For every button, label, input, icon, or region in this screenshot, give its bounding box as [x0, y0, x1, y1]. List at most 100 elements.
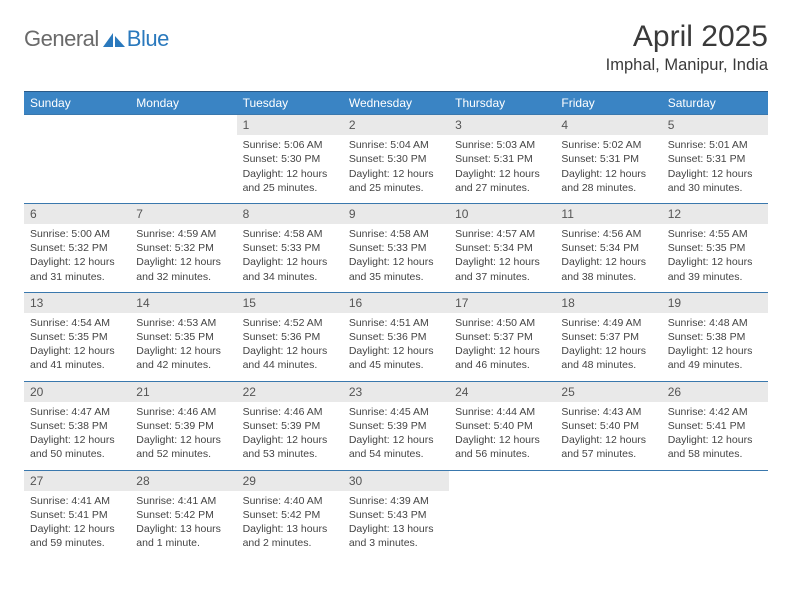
- day-cell: [24, 115, 130, 204]
- day-cell: 14Sunrise: 4:53 AMSunset: 5:35 PMDayligh…: [130, 292, 236, 381]
- week-row: 6Sunrise: 5:00 AMSunset: 5:32 PMDaylight…: [24, 203, 768, 292]
- week-row: 1Sunrise: 5:06 AMSunset: 5:30 PMDaylight…: [24, 115, 768, 204]
- day-cell: 16Sunrise: 4:51 AMSunset: 5:36 PMDayligh…: [343, 292, 449, 381]
- day-cell: 12Sunrise: 4:55 AMSunset: 5:35 PMDayligh…: [662, 203, 768, 292]
- daylight-line: Daylight: 12 hours and 31 minutes.: [30, 255, 124, 283]
- day-cell: 28Sunrise: 4:41 AMSunset: 5:42 PMDayligh…: [130, 470, 236, 558]
- sunset-line: Sunset: 5:34 PM: [561, 241, 655, 255]
- day-cell: 25Sunrise: 4:43 AMSunset: 5:40 PMDayligh…: [555, 381, 661, 470]
- sunrise-line: Sunrise: 4:46 AM: [136, 405, 230, 419]
- daylight-line: Daylight: 12 hours and 57 minutes.: [561, 433, 655, 461]
- sunrise-line: Sunrise: 4:50 AM: [455, 316, 549, 330]
- day-number: 28: [130, 471, 236, 491]
- day-cell: 15Sunrise: 4:52 AMSunset: 5:36 PMDayligh…: [237, 292, 343, 381]
- daylight-line: Daylight: 12 hours and 25 minutes.: [243, 167, 337, 195]
- sunset-line: Sunset: 5:35 PM: [30, 330, 124, 344]
- daylight-line: Daylight: 13 hours and 3 minutes.: [349, 522, 443, 550]
- daylight-line: Daylight: 12 hours and 52 minutes.: [136, 433, 230, 461]
- sunrise-line: Sunrise: 5:03 AM: [455, 138, 549, 152]
- day-number: 19: [662, 293, 768, 313]
- daylight-line: Daylight: 12 hours and 37 minutes.: [455, 255, 549, 283]
- day-number: 26: [662, 382, 768, 402]
- day-cell: 29Sunrise: 4:40 AMSunset: 5:42 PMDayligh…: [237, 470, 343, 558]
- sunrise-line: Sunrise: 4:54 AM: [30, 316, 124, 330]
- day-number: 6: [24, 204, 130, 224]
- sunrise-line: Sunrise: 4:55 AM: [668, 227, 762, 241]
- day-cell: 20Sunrise: 4:47 AMSunset: 5:38 PMDayligh…: [24, 381, 130, 470]
- daylight-line: Daylight: 12 hours and 45 minutes.: [349, 344, 443, 372]
- sunrise-line: Sunrise: 4:43 AM: [561, 405, 655, 419]
- sunset-line: Sunset: 5:40 PM: [561, 419, 655, 433]
- day-cell: 22Sunrise: 4:46 AMSunset: 5:39 PMDayligh…: [237, 381, 343, 470]
- sunset-line: Sunset: 5:33 PM: [349, 241, 443, 255]
- day-number: 3: [449, 115, 555, 135]
- day-cell: 1Sunrise: 5:06 AMSunset: 5:30 PMDaylight…: [237, 115, 343, 204]
- calendar-table: SundayMondayTuesdayWednesdayThursdayFrid…: [24, 91, 768, 558]
- daylight-line: Daylight: 12 hours and 44 minutes.: [243, 344, 337, 372]
- col-header-wednesday: Wednesday: [343, 92, 449, 115]
- day-number: 1: [237, 115, 343, 135]
- day-cell: 19Sunrise: 4:48 AMSunset: 5:38 PMDayligh…: [662, 292, 768, 381]
- sunset-line: Sunset: 5:32 PM: [30, 241, 124, 255]
- brand-part1: General: [24, 26, 99, 52]
- brand-logo: General Blue: [24, 20, 169, 52]
- sunset-line: Sunset: 5:37 PM: [561, 330, 655, 344]
- day-number: 22: [237, 382, 343, 402]
- sunrise-line: Sunrise: 4:53 AM: [136, 316, 230, 330]
- sunset-line: Sunset: 5:31 PM: [561, 152, 655, 166]
- sunrise-line: Sunrise: 4:47 AM: [30, 405, 124, 419]
- day-number: 27: [24, 471, 130, 491]
- sunrise-line: Sunrise: 4:39 AM: [349, 494, 443, 508]
- daylight-line: Daylight: 12 hours and 38 minutes.: [561, 255, 655, 283]
- day-number: 29: [237, 471, 343, 491]
- daylight-line: Daylight: 12 hours and 53 minutes.: [243, 433, 337, 461]
- daylight-line: Daylight: 12 hours and 27 minutes.: [455, 167, 549, 195]
- daylight-line: Daylight: 12 hours and 54 minutes.: [349, 433, 443, 461]
- day-cell: 30Sunrise: 4:39 AMSunset: 5:43 PMDayligh…: [343, 470, 449, 558]
- sunrise-line: Sunrise: 4:48 AM: [668, 316, 762, 330]
- day-number: 30: [343, 471, 449, 491]
- day-number: 2: [343, 115, 449, 135]
- col-header-thursday: Thursday: [449, 92, 555, 115]
- sunset-line: Sunset: 5:35 PM: [668, 241, 762, 255]
- day-cell: 3 Sunrise: 5:03 AMSunset: 5:31 PMDaylight…: [449, 115, 555, 204]
- daylight-line: Daylight: 12 hours and 50 minutes.: [30, 433, 124, 461]
- daylight-line: Daylight: 12 hours and 35 minutes.: [349, 255, 443, 283]
- sunrise-line: Sunrise: 5:04 AM: [349, 138, 443, 152]
- day-number: 17: [449, 293, 555, 313]
- col-header-saturday: Saturday: [662, 92, 768, 115]
- daylight-line: Daylight: 12 hours and 25 minutes.: [349, 167, 443, 195]
- day-cell: [555, 470, 661, 558]
- sunset-line: Sunset: 5:42 PM: [243, 508, 337, 522]
- day-number: 20: [24, 382, 130, 402]
- day-cell: 9Sunrise: 4:58 AMSunset: 5:33 PMDaylight…: [343, 203, 449, 292]
- sunrise-line: Sunrise: 4:58 AM: [243, 227, 337, 241]
- day-number: 4: [555, 115, 661, 135]
- day-cell: 11Sunrise: 4:56 AMSunset: 5:34 PMDayligh…: [555, 203, 661, 292]
- day-number: 9: [343, 204, 449, 224]
- day-cell: 13Sunrise: 4:54 AMSunset: 5:35 PMDayligh…: [24, 292, 130, 381]
- sunrise-line: Sunrise: 4:57 AM: [455, 227, 549, 241]
- daylight-line: Daylight: 12 hours and 42 minutes.: [136, 344, 230, 372]
- day-cell: 24Sunrise: 4:44 AMSunset: 5:40 PMDayligh…: [449, 381, 555, 470]
- day-number: 5: [662, 115, 768, 135]
- day-cell: 23Sunrise: 4:45 AMSunset: 5:39 PMDayligh…: [343, 381, 449, 470]
- sunset-line: Sunset: 5:31 PM: [455, 152, 549, 166]
- day-cell: 5Sunrise: 5:01 AMSunset: 5:31 PMDaylight…: [662, 115, 768, 204]
- sunset-line: Sunset: 5:30 PM: [243, 152, 337, 166]
- daylight-line: Daylight: 12 hours and 58 minutes.: [668, 433, 762, 461]
- day-number: 18: [555, 293, 661, 313]
- sunrise-line: Sunrise: 4:40 AM: [243, 494, 337, 508]
- daylight-line: Daylight: 12 hours and 46 minutes.: [455, 344, 549, 372]
- day-cell: 18Sunrise: 4:49 AMSunset: 5:37 PMDayligh…: [555, 292, 661, 381]
- sunset-line: Sunset: 5:39 PM: [136, 419, 230, 433]
- day-cell: [130, 115, 236, 204]
- day-cell: 27Sunrise: 4:41 AMSunset: 5:41 PMDayligh…: [24, 470, 130, 558]
- day-number: 24: [449, 382, 555, 402]
- day-cell: 17Sunrise: 4:50 AMSunset: 5:37 PMDayligh…: [449, 292, 555, 381]
- sunrise-line: Sunrise: 4:41 AM: [30, 494, 124, 508]
- sunrise-line: Sunrise: 4:45 AM: [349, 405, 443, 419]
- day-number: 15: [237, 293, 343, 313]
- daylight-line: Daylight: 12 hours and 41 minutes.: [30, 344, 124, 372]
- sunset-line: Sunset: 5:34 PM: [455, 241, 549, 255]
